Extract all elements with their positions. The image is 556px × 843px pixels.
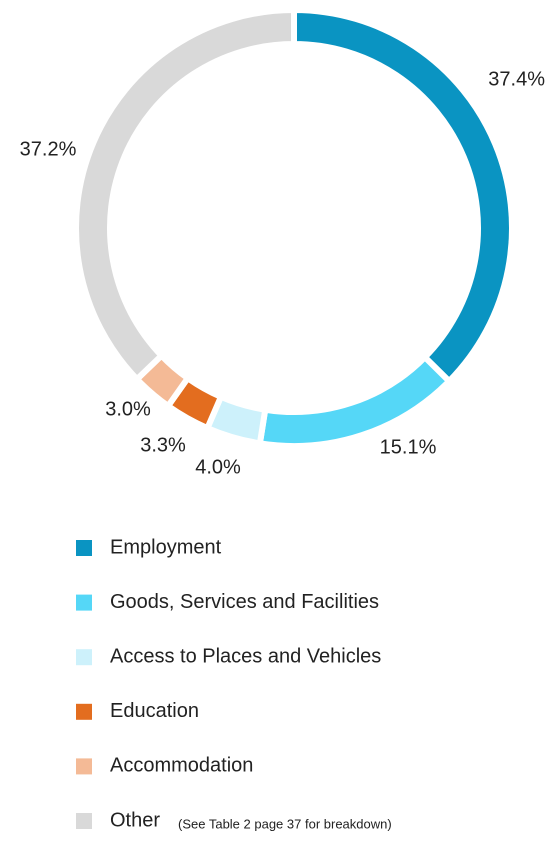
legend-label: Accommodation [110, 755, 253, 777]
legend-note: (See Table 2 page 37 for breakdown) [178, 816, 392, 831]
data-label: 3.0% [105, 398, 151, 420]
data-label: 37.2% [20, 138, 77, 160]
donut-segment [256, 353, 454, 449]
legend-swatch [76, 703, 92, 720]
data-label: 3.3% [140, 434, 186, 456]
legend-label: Access to Places and Vehicles [110, 645, 381, 667]
legend-swatch [76, 540, 92, 556]
legend-label: Goods, Services and Facilities [110, 591, 379, 613]
legend-label: Employment [110, 536, 222, 558]
legend-swatch [76, 649, 92, 666]
donut-segment [73, 6, 297, 384]
legend-swatch [76, 813, 92, 829]
data-label: 4.0% [195, 456, 241, 478]
data-label: 37.4% [488, 68, 545, 90]
legend-label: Education [110, 700, 199, 722]
donut-segment [291, 6, 515, 386]
legend-label: Other [110, 809, 160, 831]
legend-swatch [76, 758, 92, 775]
legend-swatch [76, 594, 92, 611]
data-label: 15.1% [380, 436, 437, 458]
